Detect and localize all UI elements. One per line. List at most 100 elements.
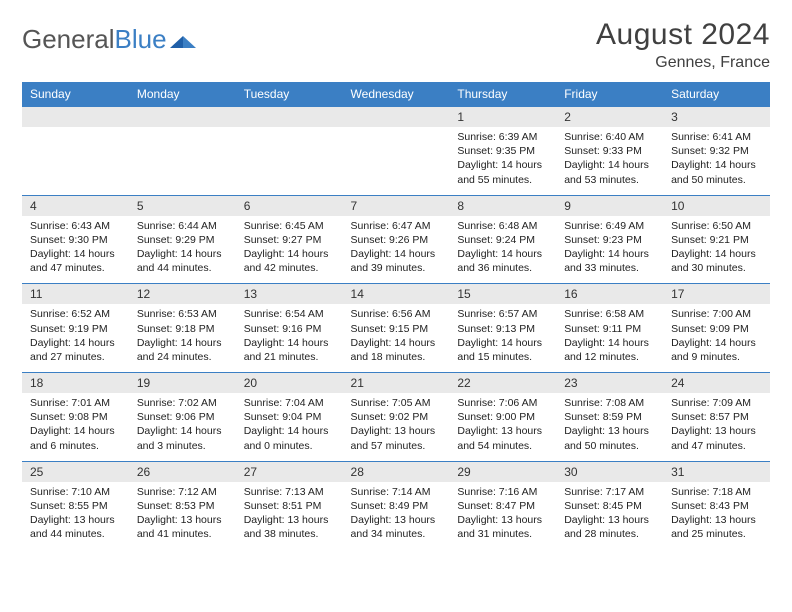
day-cell-num: 7 bbox=[343, 195, 450, 216]
day-cell-num: 1 bbox=[449, 107, 556, 128]
day-cell-num: 30 bbox=[556, 461, 663, 482]
daylight-text: Daylight: 13 hours and 41 minutes. bbox=[137, 513, 228, 541]
day-number: 28 bbox=[343, 462, 450, 482]
sunset-text: Sunset: 8:51 PM bbox=[244, 499, 335, 513]
day-cell-num: 13 bbox=[236, 284, 343, 305]
daynum-row: 18192021222324 bbox=[22, 373, 770, 394]
day-cell-detail: Sunrise: 6:49 AMSunset: 9:23 PMDaylight:… bbox=[556, 216, 663, 284]
sunset-text: Sunset: 9:29 PM bbox=[137, 233, 228, 247]
day-number bbox=[22, 107, 129, 125]
daylight-text: Daylight: 14 hours and 3 minutes. bbox=[137, 424, 228, 452]
sunset-text: Sunset: 8:55 PM bbox=[30, 499, 121, 513]
daylight-text: Daylight: 13 hours and 54 minutes. bbox=[457, 424, 548, 452]
sunrise-text: Sunrise: 6:50 AM bbox=[671, 219, 762, 233]
sunrise-text: Sunrise: 7:16 AM bbox=[457, 485, 548, 499]
day-cell-num: 28 bbox=[343, 461, 450, 482]
sunset-text: Sunset: 9:27 PM bbox=[244, 233, 335, 247]
day-cell-detail: Sunrise: 6:56 AMSunset: 9:15 PMDaylight:… bbox=[343, 304, 450, 372]
day-cell-detail: Sunrise: 6:44 AMSunset: 9:29 PMDaylight:… bbox=[129, 216, 236, 284]
day-number: 8 bbox=[449, 196, 556, 216]
day-cell-num: 10 bbox=[663, 195, 770, 216]
day-cell-detail bbox=[343, 127, 450, 195]
sunrise-text: Sunrise: 6:41 AM bbox=[671, 130, 762, 144]
daynum-row: 123 bbox=[22, 107, 770, 128]
daylight-text: Daylight: 14 hours and 53 minutes. bbox=[564, 158, 655, 186]
sunrise-text: Sunrise: 6:49 AM bbox=[564, 219, 655, 233]
day-number bbox=[343, 107, 450, 125]
daylight-text: Daylight: 14 hours and 30 minutes. bbox=[671, 247, 762, 275]
daylight-text: Daylight: 14 hours and 27 minutes. bbox=[30, 336, 121, 364]
day-number: 20 bbox=[236, 373, 343, 393]
day-number: 4 bbox=[22, 196, 129, 216]
sunset-text: Sunset: 8:59 PM bbox=[564, 410, 655, 424]
day-number: 17 bbox=[663, 284, 770, 304]
sunrise-text: Sunrise: 6:47 AM bbox=[351, 219, 442, 233]
sunrise-text: Sunrise: 7:04 AM bbox=[244, 396, 335, 410]
day-cell-num: 9 bbox=[556, 195, 663, 216]
sunrise-text: Sunrise: 7:17 AM bbox=[564, 485, 655, 499]
day-cell-detail: Sunrise: 7:17 AMSunset: 8:45 PMDaylight:… bbox=[556, 482, 663, 550]
sunset-text: Sunset: 9:26 PM bbox=[351, 233, 442, 247]
daynum-row: 45678910 bbox=[22, 195, 770, 216]
day-cell-num: 27 bbox=[236, 461, 343, 482]
day-cell-num: 26 bbox=[129, 461, 236, 482]
detail-row: Sunrise: 7:10 AMSunset: 8:55 PMDaylight:… bbox=[22, 482, 770, 550]
daylight-text: Daylight: 13 hours and 57 minutes. bbox=[351, 424, 442, 452]
day-number: 27 bbox=[236, 462, 343, 482]
logo-word1: General bbox=[22, 24, 115, 55]
sunset-text: Sunset: 9:16 PM bbox=[244, 322, 335, 336]
sunrise-text: Sunrise: 7:13 AM bbox=[244, 485, 335, 499]
day-cell-num: 24 bbox=[663, 373, 770, 394]
daylight-text: Daylight: 13 hours and 28 minutes. bbox=[564, 513, 655, 541]
sunrise-text: Sunrise: 7:01 AM bbox=[30, 396, 121, 410]
day-number: 25 bbox=[22, 462, 129, 482]
day-number: 13 bbox=[236, 284, 343, 304]
logo-word2: Blue bbox=[115, 24, 167, 55]
header: GeneralBlue August 2024 Gennes, France bbox=[22, 18, 770, 72]
day-cell-detail: Sunrise: 6:54 AMSunset: 9:16 PMDaylight:… bbox=[236, 304, 343, 372]
day-cell-num: 4 bbox=[22, 195, 129, 216]
daylight-text: Daylight: 14 hours and 6 minutes. bbox=[30, 424, 121, 452]
sunset-text: Sunset: 9:30 PM bbox=[30, 233, 121, 247]
day-number: 5 bbox=[129, 196, 236, 216]
day-number: 24 bbox=[663, 373, 770, 393]
day-number bbox=[129, 107, 236, 125]
location-title: Gennes, France bbox=[596, 54, 770, 72]
day-cell-num: 18 bbox=[22, 373, 129, 394]
day-cell-num: 12 bbox=[129, 284, 236, 305]
day-cell-detail: Sunrise: 7:12 AMSunset: 8:53 PMDaylight:… bbox=[129, 482, 236, 550]
sunrise-text: Sunrise: 6:45 AM bbox=[244, 219, 335, 233]
day-cell-detail: Sunrise: 6:41 AMSunset: 9:32 PMDaylight:… bbox=[663, 127, 770, 195]
sunset-text: Sunset: 8:45 PM bbox=[564, 499, 655, 513]
day-number: 15 bbox=[449, 284, 556, 304]
sunset-text: Sunset: 9:13 PM bbox=[457, 322, 548, 336]
daylight-text: Daylight: 13 hours and 25 minutes. bbox=[671, 513, 762, 541]
day-number: 22 bbox=[449, 373, 556, 393]
detail-row: Sunrise: 6:39 AMSunset: 9:35 PMDaylight:… bbox=[22, 127, 770, 195]
daylight-text: Daylight: 14 hours and 24 minutes. bbox=[137, 336, 228, 364]
detail-row: Sunrise: 6:52 AMSunset: 9:19 PMDaylight:… bbox=[22, 304, 770, 372]
day-cell-num: 2 bbox=[556, 107, 663, 128]
day-number: 12 bbox=[129, 284, 236, 304]
day-cell-detail: Sunrise: 7:10 AMSunset: 8:55 PMDaylight:… bbox=[22, 482, 129, 550]
day-cell-num: 11 bbox=[22, 284, 129, 305]
day-cell-num: 25 bbox=[22, 461, 129, 482]
day-cell-num bbox=[343, 107, 450, 128]
daylight-text: Daylight: 14 hours and 47 minutes. bbox=[30, 247, 121, 275]
sunset-text: Sunset: 9:23 PM bbox=[564, 233, 655, 247]
sunrise-text: Sunrise: 6:40 AM bbox=[564, 130, 655, 144]
day-number: 26 bbox=[129, 462, 236, 482]
day-number: 21 bbox=[343, 373, 450, 393]
sunset-text: Sunset: 9:33 PM bbox=[564, 144, 655, 158]
day-cell-num: 15 bbox=[449, 284, 556, 305]
day-cell-detail: Sunrise: 6:52 AMSunset: 9:19 PMDaylight:… bbox=[22, 304, 129, 372]
sunrise-text: Sunrise: 6:58 AM bbox=[564, 307, 655, 321]
sunrise-text: Sunrise: 7:09 AM bbox=[671, 396, 762, 410]
sunset-text: Sunset: 9:11 PM bbox=[564, 322, 655, 336]
daylight-text: Daylight: 14 hours and 0 minutes. bbox=[244, 424, 335, 452]
daylight-text: Daylight: 13 hours and 34 minutes. bbox=[351, 513, 442, 541]
sunrise-text: Sunrise: 6:39 AM bbox=[457, 130, 548, 144]
sunset-text: Sunset: 9:24 PM bbox=[457, 233, 548, 247]
sunset-text: Sunset: 9:00 PM bbox=[457, 410, 548, 424]
weekday-header: Thursday bbox=[449, 82, 556, 107]
